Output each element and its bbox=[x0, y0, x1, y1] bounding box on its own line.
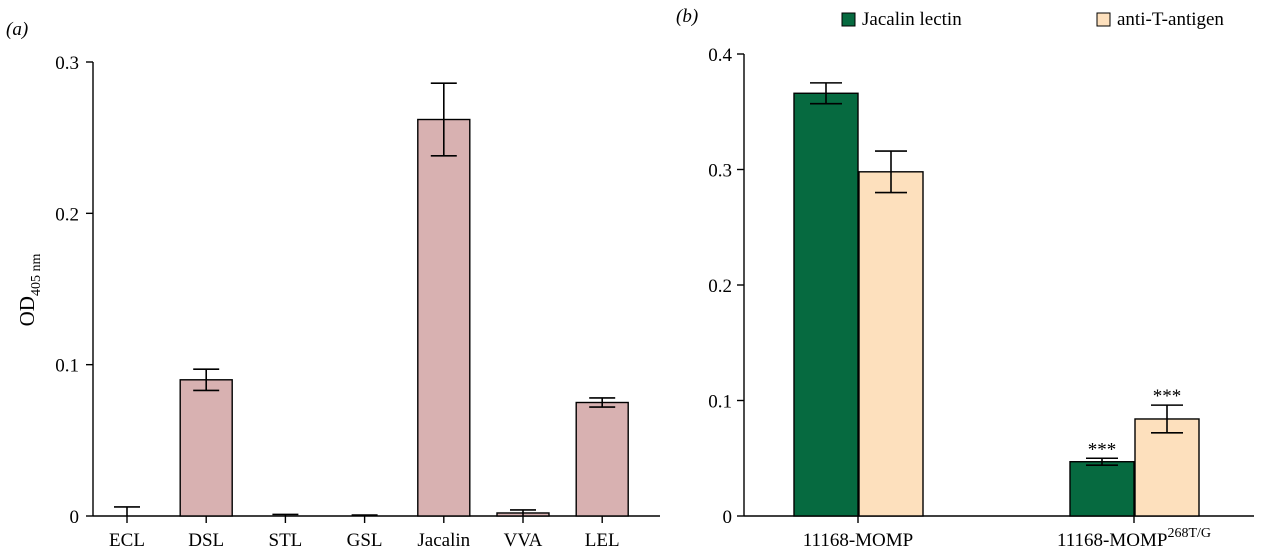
x-tick-label: 11168-MOMP bbox=[803, 530, 914, 551]
legend-label: anti-T-antigen bbox=[1117, 9, 1224, 30]
x-tick-label: VVA bbox=[504, 530, 543, 551]
x-tick-label: 11168-MOMP268T/G bbox=[1057, 526, 1211, 551]
y-tick-label: 0.2 bbox=[55, 204, 79, 225]
x-tick-label: LEL bbox=[585, 530, 620, 551]
y-tick-label: 0.1 bbox=[708, 392, 732, 413]
bar bbox=[1069, 461, 1135, 517]
y-tick-label: 0 bbox=[723, 507, 733, 528]
bar bbox=[179, 379, 233, 517]
y-tick-label: 0.4 bbox=[708, 45, 732, 66]
y-tick-label: 0.3 bbox=[708, 161, 732, 182]
panel-a-label: (a) bbox=[6, 19, 28, 40]
x-tick-label: GSL bbox=[347, 530, 383, 551]
panel-a-plot: 0 0.1 0.2 0.3 ECL DSL STL GSL Jacalin VVA LEL bbox=[55, 53, 660, 551]
x-tick-label: Jacalin bbox=[417, 530, 470, 551]
y-axis-label-subscript: 405 nm bbox=[29, 254, 44, 297]
x-tick-label-main: 11168-MOMP bbox=[1057, 530, 1168, 551]
x-tick-label: DSL bbox=[188, 530, 224, 551]
x-tick-label-superscript: 268T/G bbox=[1167, 526, 1211, 541]
panel-b-plot: 0 0.1 0.2 0.3 0.4 Jacalin lectin anti-T-antige… bbox=[708, 9, 1254, 551]
significance-marker: *** bbox=[1088, 439, 1117, 460]
legend-label: Jacalin lectin bbox=[862, 9, 962, 30]
x-tick-label: STL bbox=[269, 530, 303, 551]
bar bbox=[793, 92, 859, 517]
y-tick-label: 0.3 bbox=[55, 53, 79, 74]
legend-swatch bbox=[841, 12, 856, 27]
x-tick-label: ECL bbox=[109, 530, 145, 551]
y-axis-label-main: OD bbox=[15, 296, 39, 326]
significance-marker: *** bbox=[1153, 386, 1182, 407]
bar bbox=[1134, 418, 1200, 517]
bar bbox=[575, 401, 629, 517]
legend-swatch bbox=[1096, 12, 1111, 27]
bar bbox=[858, 171, 924, 517]
y-tick-label: 0.1 bbox=[55, 356, 79, 377]
bar bbox=[417, 118, 471, 517]
panel-a-y-axis-label: OD405 nm bbox=[15, 254, 44, 327]
panel-b-label: (b) bbox=[676, 6, 698, 27]
y-tick-label: 0.2 bbox=[708, 276, 732, 297]
x-tick-label-main: 11168-MOMP bbox=[803, 530, 914, 551]
y-tick-label: 0 bbox=[70, 507, 80, 528]
